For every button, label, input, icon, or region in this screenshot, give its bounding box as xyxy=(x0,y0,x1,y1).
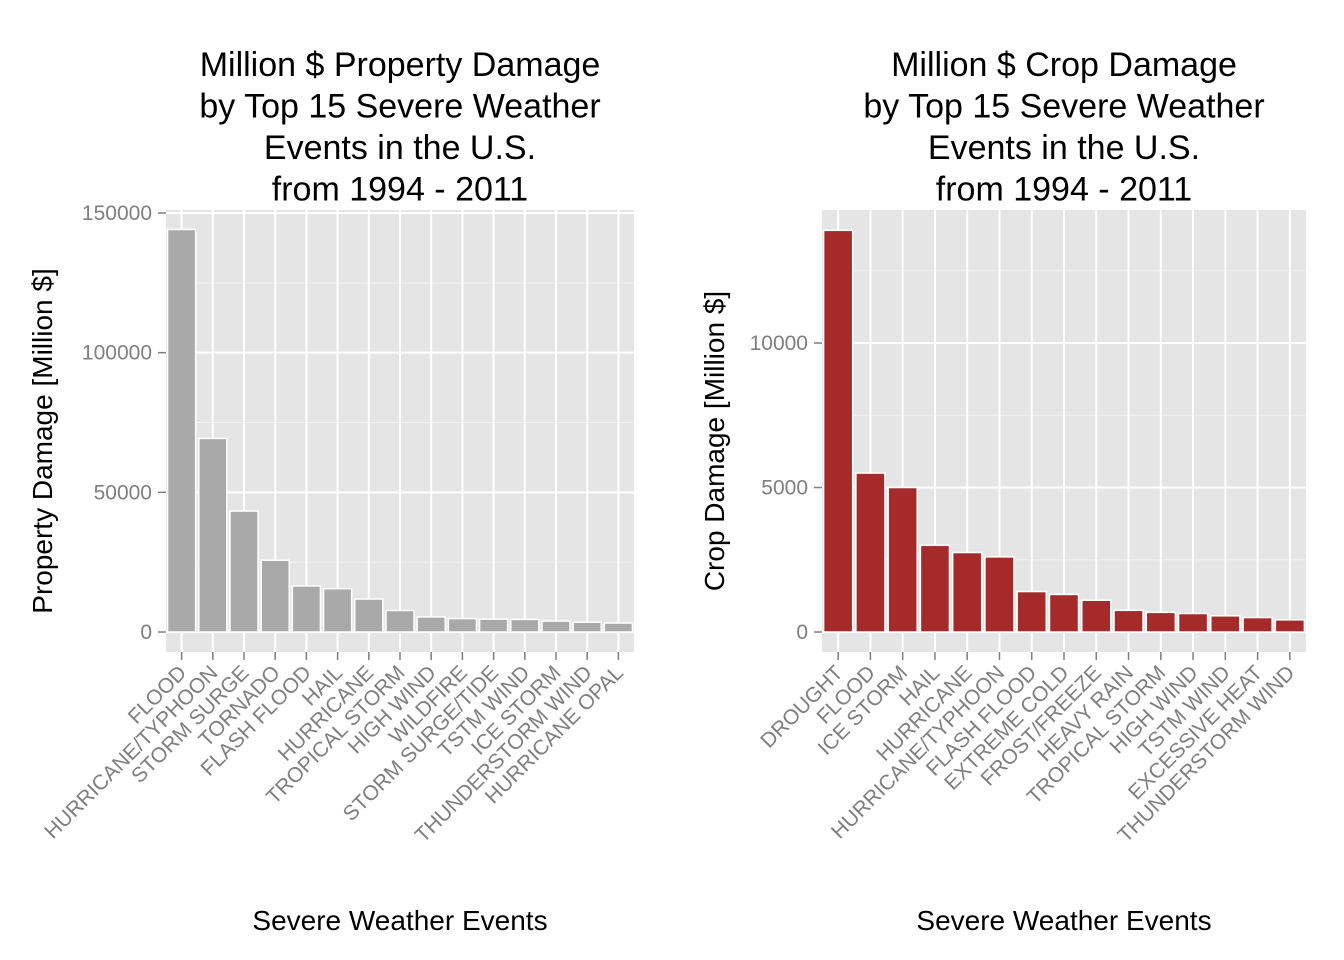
crop-bar xyxy=(1145,611,1177,633)
property-chart-title-line: by Top 15 Severe Weather xyxy=(199,88,600,126)
property-bar xyxy=(572,621,602,633)
crop-bar xyxy=(887,486,918,633)
crop-bar xyxy=(1016,590,1048,633)
property-y-tick-label: 100000 xyxy=(82,342,152,365)
property-bar xyxy=(354,598,384,633)
property-bar xyxy=(603,622,634,633)
property-bar xyxy=(416,616,446,633)
property-bar xyxy=(322,587,353,633)
crop-bar xyxy=(919,544,951,633)
crop-bar xyxy=(1274,619,1306,633)
crop-bar xyxy=(951,551,983,633)
property-bar xyxy=(229,510,259,633)
crop-y-axis-title: Crop Damage [Million $] xyxy=(699,291,730,591)
property-chart-title-line: Million $ Property Damage xyxy=(200,46,601,84)
property-y-axis-title: Property Damage [Million $] xyxy=(27,268,58,613)
property-bar xyxy=(541,620,571,633)
property-bar xyxy=(260,559,290,633)
property-chart-title-line: from 1994 - 2011 xyxy=(272,171,528,209)
crop-damage-chart: Million $ Crop Damage by Top 15 Severe We… xyxy=(699,46,1306,936)
property-x-axis-title: Severe Weather Events xyxy=(252,905,547,936)
crop-bar xyxy=(1210,615,1241,633)
crop-chart-title-line: Events in the U.S. xyxy=(928,129,1200,167)
property-bar xyxy=(198,437,228,633)
property-bar xyxy=(447,617,478,633)
crop-bar xyxy=(1242,616,1273,633)
property-y-tick-label: 0 xyxy=(140,621,152,644)
crop-y-tick-label: 10000 xyxy=(750,332,808,355)
crop-bar xyxy=(1080,599,1112,633)
crop-bar xyxy=(984,556,1015,633)
crop-bar xyxy=(822,229,854,633)
crop-chart-title-line: Million $ Crop Damage xyxy=(891,46,1237,84)
crop-bar xyxy=(1113,609,1144,633)
property-bar xyxy=(478,618,509,633)
crop-bar xyxy=(1048,593,1080,633)
property-bar xyxy=(385,609,415,633)
property-bar xyxy=(166,228,197,633)
property-chart-title-line: Events in the U.S. xyxy=(264,129,536,167)
crop-chart-title-line: by Top 15 Severe Weather xyxy=(863,88,1264,126)
property-y-tick-label: 150000 xyxy=(82,202,152,225)
crop-y-tick-label: 5000 xyxy=(761,477,808,500)
crop-x-axis-title: Severe Weather Events xyxy=(916,905,1211,936)
crop-bar xyxy=(855,472,886,633)
crop-y-tick-label: 0 xyxy=(796,621,808,644)
crop-chart-title-line: from 1994 - 2011 xyxy=(936,171,1192,209)
property-y-tick-label: 50000 xyxy=(94,481,152,504)
crop-bar xyxy=(1177,612,1209,633)
property-bar xyxy=(291,585,322,633)
property-bar xyxy=(510,618,540,633)
